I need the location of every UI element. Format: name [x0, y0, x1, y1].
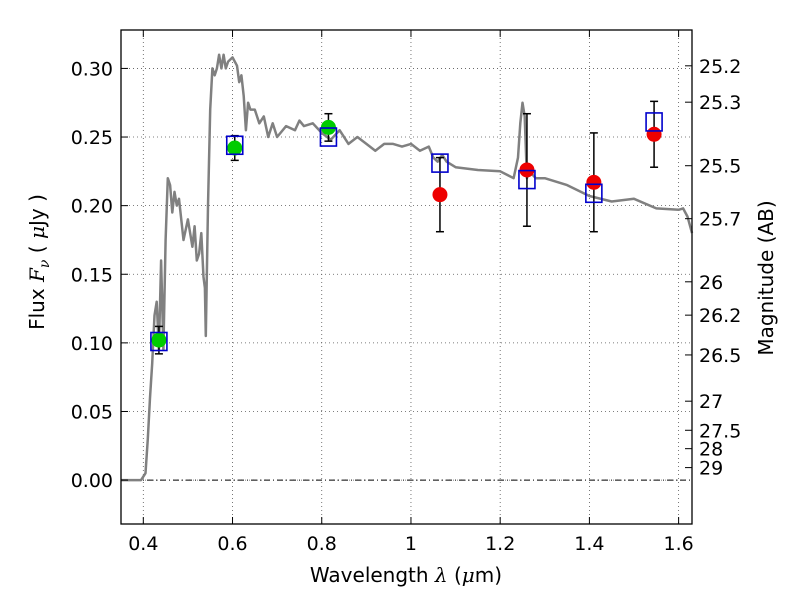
model-flux-box — [431, 153, 449, 173]
y2-tick-label: 29 — [699, 458, 723, 480]
y2-tick-label: 27.5 — [699, 420, 741, 442]
y-tick-label: 0.25 — [71, 127, 113, 149]
y2-tick-label: 25.3 — [699, 92, 741, 114]
series-layer — [121, 53, 694, 482]
y2-tick-label: 25.7 — [699, 209, 741, 231]
photometry-point — [227, 140, 243, 156]
y2-tick-label: 26.2 — [699, 305, 741, 327]
x-tick-label: 1.4 — [574, 533, 604, 555]
y-tick-label: 0.20 — [71, 196, 113, 218]
y-tick-label: 0.10 — [71, 333, 113, 355]
tick-labels: 0.4 0.6 0.8 1 1.2 1.4 1.6 0.00 0.05 0.10 0.15 0.20 0… — [71, 56, 742, 555]
model-flux-box — [225, 135, 244, 156]
x-axis-label: Wavelength λ (μm) — [310, 563, 502, 587]
x-tick-label: 0.4 — [128, 533, 158, 555]
model-flux-box — [518, 169, 536, 190]
y2-tick-label: 26.5 — [699, 345, 741, 367]
x-tick-label: 1.2 — [485, 533, 515, 555]
model-flux-box — [150, 331, 168, 352]
model-flux-box — [319, 127, 338, 147]
model-flux-box — [645, 112, 663, 132]
y2-tick-label: 28 — [699, 439, 723, 461]
x-tick-label: 1.6 — [664, 533, 694, 555]
y-tick-label: 0.05 — [71, 401, 113, 423]
x-tick-label: 1 — [405, 533, 417, 555]
y2-tick-label: 25.2 — [699, 56, 741, 78]
photometry-point — [646, 126, 662, 142]
model-flux-box — [585, 183, 603, 204]
photometry-point — [432, 187, 448, 203]
y2-tick-label: 27 — [699, 391, 723, 413]
y-tick-label: 0.15 — [71, 264, 113, 286]
y-tick-label: 0.30 — [71, 58, 113, 80]
axis-ticks — [121, 30, 692, 524]
y-axis-label: Flux Fν ( μJy ) — [25, 194, 53, 330]
x-tick-label: 0.8 — [307, 533, 337, 555]
plot-frame — [120, 29, 693, 525]
y2-tick-label: 25.5 — [699, 156, 741, 178]
y2-tick-label: 26 — [699, 272, 723, 294]
x-tick-label: 0.6 — [217, 533, 247, 555]
photometry-point — [151, 332, 167, 348]
y-tick-label: 0.00 — [71, 470, 113, 492]
y2-axis-label: Magnitude (AB) — [754, 200, 778, 355]
photometry-point — [586, 174, 602, 190]
sed-model-line — [121, 53, 694, 482]
